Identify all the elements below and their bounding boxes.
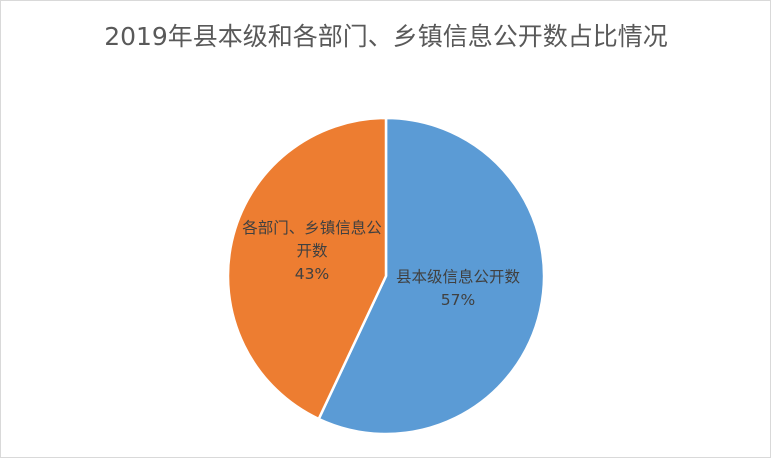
data-label-percent: 57% [440, 291, 476, 309]
data-label-departments: 各部门、乡镇信息公开数 43% [239, 217, 385, 286]
data-label-name: 各部门、乡镇信息公开数 [242, 219, 382, 260]
chart-title: 2019年县本级和各部门、乡镇信息公开数占比情况 [104, 22, 668, 51]
data-label-name: 县本级信息公开数 [395, 268, 520, 286]
data-label-county: 县本级信息公开数 57% [389, 266, 527, 312]
data-label-percent: 43% [294, 265, 330, 283]
pie-slice-1 [226, 116, 388, 421]
pie-slice-0 [317, 116, 546, 436]
